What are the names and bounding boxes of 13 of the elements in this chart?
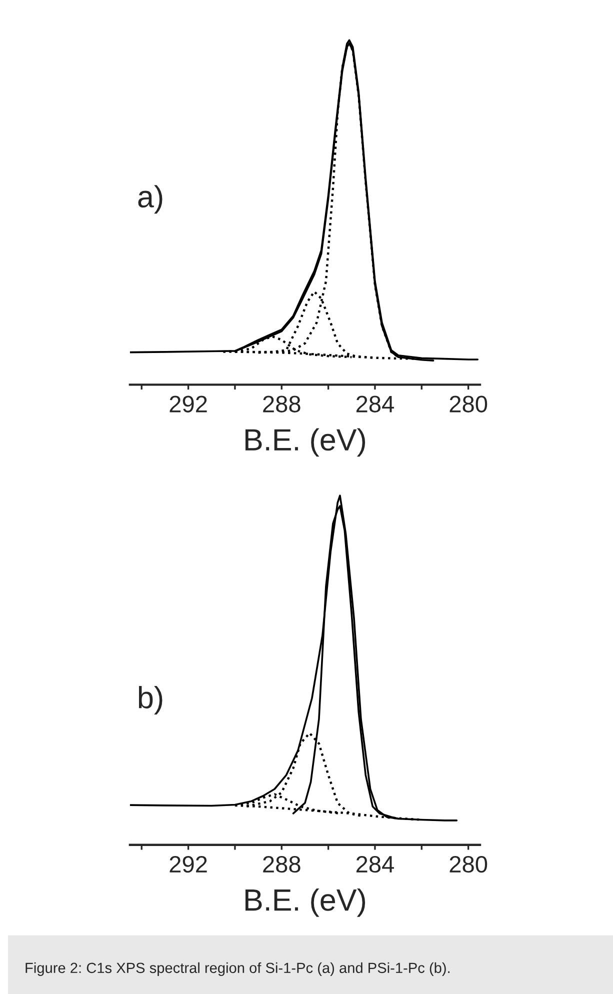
- x-tick-label: 280: [450, 856, 488, 873]
- x-axis-title: B.E. (eV): [246, 888, 366, 917]
- x-tick-label: 284: [356, 396, 394, 412]
- x-tick-label: 292: [170, 396, 207, 412]
- x-tick-label: 280: [450, 396, 488, 412]
- x-tick-label: 284: [356, 856, 394, 873]
- x-tick-label: 292: [170, 856, 207, 873]
- annotation: b): [138, 686, 162, 714]
- caption: Figure 2: C1s XPS spectral region of Si-1-Pc (a) and PSi-1-Pc (b).: [26, 962, 450, 976]
- x-tick-label: 288: [263, 856, 300, 873]
- x-axis-title: B.E. (eV): [246, 428, 366, 457]
- annotation: a): [138, 185, 162, 214]
- x-tick-label: 288: [263, 396, 300, 412]
